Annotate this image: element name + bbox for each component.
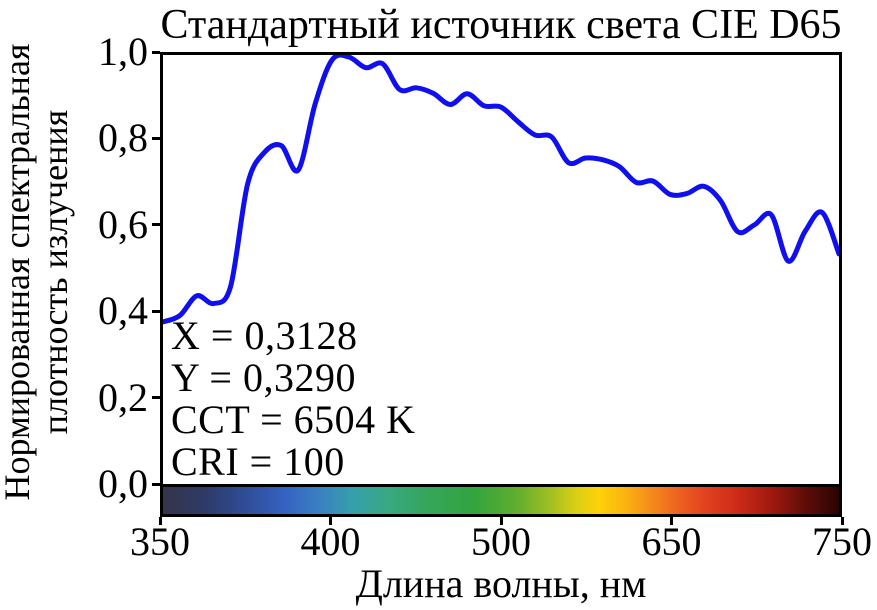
y-axis-label-line-2: плотность излучения [35, 109, 75, 435]
y-tick-label: 0,8 [98, 115, 148, 161]
x-tick-label: 750 [812, 519, 872, 564]
x-tick-mark [329, 517, 332, 525]
annotation-x-chromaticity: X = 0,3128 [171, 313, 358, 358]
y-tick-label: 0,0 [98, 461, 148, 506]
y-axis-label-line-1: Нормированная спектральная [0, 43, 37, 501]
chart-title: Стандартный источник света CIE D65 [160, 2, 842, 48]
plot-area: X = 0,3128 Y = 0,3290 CCT = 6504 K CRI =… [160, 52, 842, 517]
d65-spectrum-curve [163, 55, 839, 325]
d65-curve-path [163, 55, 839, 325]
y-tick-label: 0,6 [98, 201, 148, 247]
y-tick-mark [152, 136, 160, 140]
annotation-y-chromaticity: Y = 0,3290 [171, 355, 356, 400]
annotation-cri: CRI = 100 [171, 439, 345, 484]
y-tick-label: 1,0 [98, 29, 148, 74]
x-tick-mark [840, 517, 844, 525]
x-axis-label: Длина волны, нм [355, 561, 647, 606]
x-tick-label: 350 [130, 519, 190, 564]
x-tick-label: 400 [300, 519, 361, 564]
x-tick-label: 650 [641, 519, 702, 564]
y-tick-label: 0,4 [98, 288, 148, 334]
colorimetry-annotation: X = 0,3128 Y = 0,3290 CCT = 6504 K CRI =… [171, 315, 416, 483]
x-tick-label: 500 [471, 519, 531, 564]
x-tick-mark [158, 517, 162, 525]
x-tick-mark [670, 517, 673, 525]
y-tick-mark [152, 309, 160, 313]
y-tick-mark [152, 396, 160, 400]
spectrum-colorbar [163, 484, 839, 514]
y-tick-mark [152, 223, 160, 227]
y-tick-mark [152, 50, 160, 54]
y-tick-mark [152, 482, 160, 486]
y-axis-label: Нормированная спектральная плотность изл… [0, 2, 75, 542]
y-tick-label: 0,2 [98, 374, 148, 420]
x-tick-mark [499, 517, 503, 525]
annotation-cct: CCT = 6504 K [171, 397, 416, 442]
